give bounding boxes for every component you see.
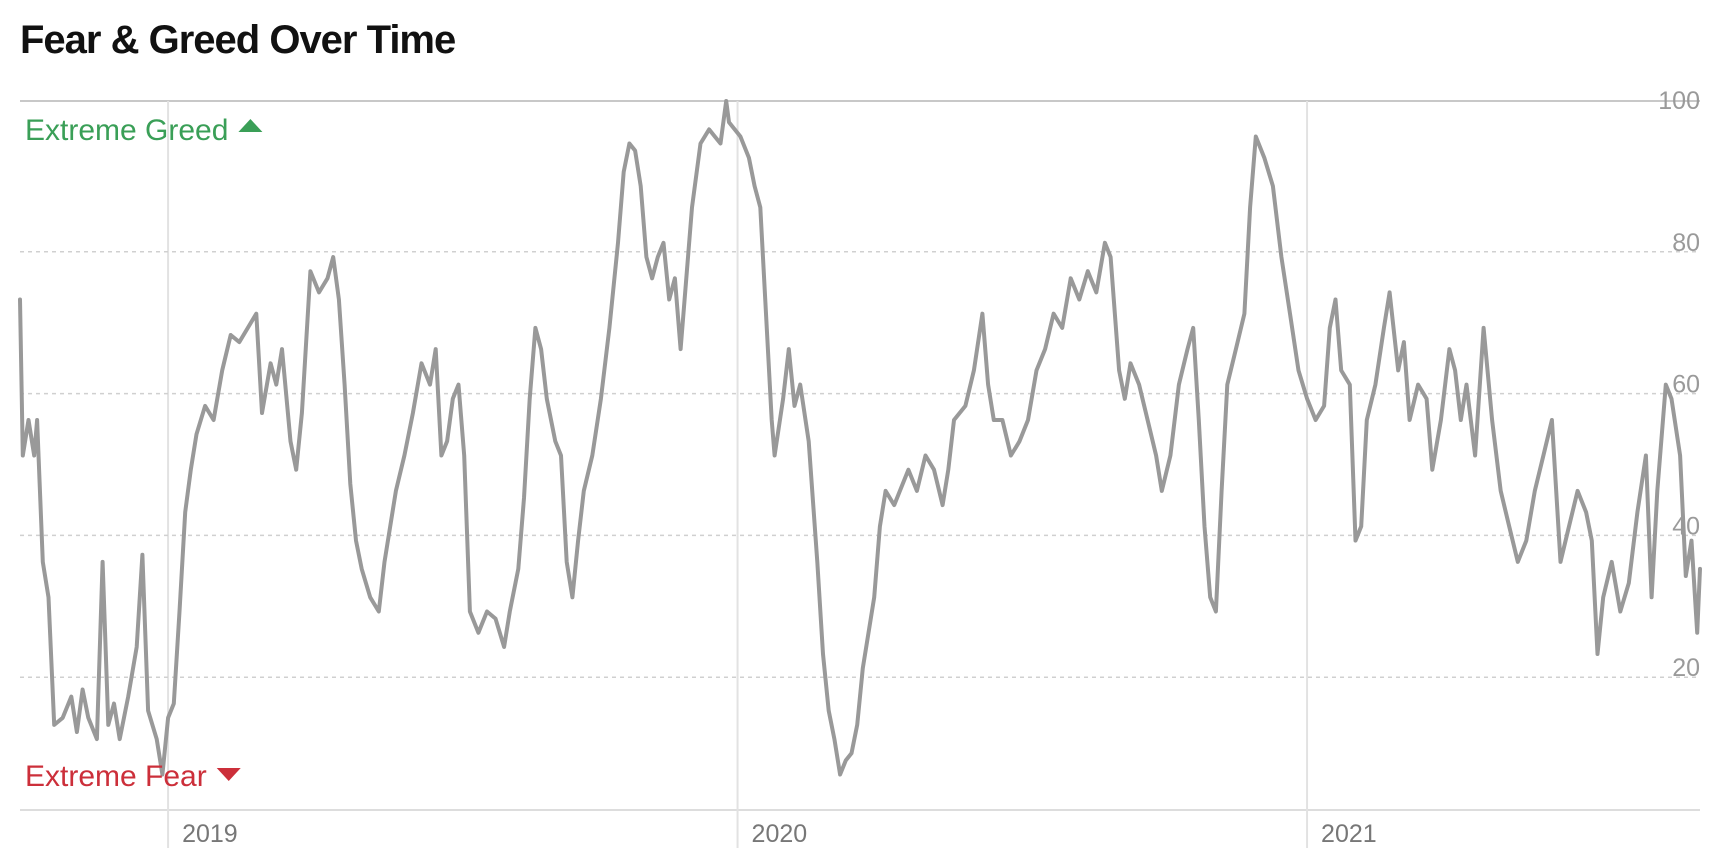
y-tick-label-80: 80 (1672, 229, 1700, 257)
grid-layer (20, 100, 1700, 848)
extreme-greed-label: Extreme Greed (25, 114, 228, 147)
y-tick-label-100: 100 (1658, 87, 1700, 115)
x-tick-label-2020: 2020 (752, 820, 808, 848)
x-tick-label-2019: 2019 (182, 820, 238, 848)
y-tick-label-60: 60 (1672, 371, 1700, 399)
y-tick-label-20: 20 (1672, 654, 1700, 682)
up-triangle-icon (238, 119, 263, 132)
fear-greed-series-line-0 (18, 99, 1702, 777)
label-layer: 20 40 60 80 100 2019 2020 2021 Extreme Greed Extr… (25, 87, 1700, 848)
line-layer (18, 99, 1702, 777)
page-title: Fear & Greed Over Time (20, 18, 456, 62)
down-triangle-icon (216, 768, 241, 781)
y-tick-label-40: 40 (1672, 512, 1700, 540)
extreme-fear-label: Extreme Fear (25, 760, 207, 793)
x-tick-label-2021: 2021 (1321, 820, 1377, 848)
